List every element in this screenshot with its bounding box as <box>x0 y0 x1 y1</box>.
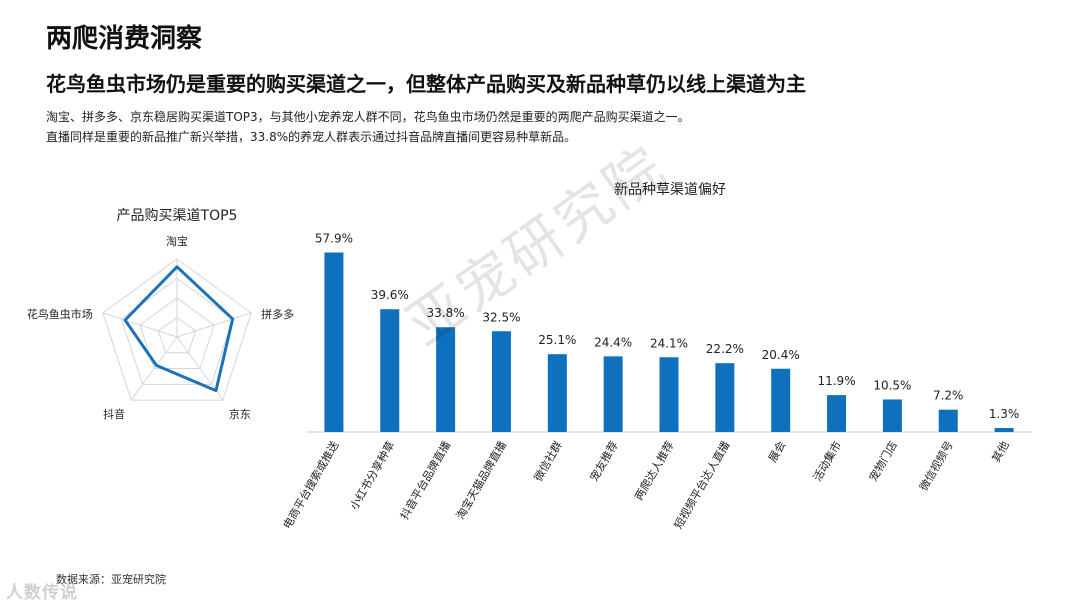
category-label: 宠物门店 <box>866 439 900 484</box>
data-label: 11.9% <box>817 374 855 388</box>
description-line-1: 淘宝、拼多多、京东稳居购买渠道TOP3，与其他小宠养宠人群不同，花鸟鱼虫市场仍然… <box>46 110 690 124</box>
category-label: 电商平台搜索或推送 <box>280 439 342 532</box>
bar <box>827 395 847 432</box>
data-label: 10.5% <box>873 378 911 392</box>
bar <box>994 427 1014 432</box>
radar-series-line <box>123 265 235 393</box>
radar-axis-line <box>102 312 178 338</box>
bar-chart-title: 新品种草渠道偏好 <box>614 182 726 198</box>
category-label: 微信社群 <box>531 439 565 484</box>
data-label: 32.5% <box>482 310 520 324</box>
data-label: 24.4% <box>594 335 632 349</box>
bar <box>491 331 511 432</box>
category-label: 抖音平台品牌直播 <box>397 438 453 521</box>
radar-axis-label: 拼多多 <box>261 307 294 321</box>
description-line-2: 直播同样是重要的新品推广新兴举措，33.8%的养宠人群表示通过抖音品牌直播间更容… <box>46 130 577 144</box>
radar-axis-label: 京东 <box>229 407 251 421</box>
data-label: 24.1% <box>650 336 688 350</box>
radar-axis-line <box>176 312 252 338</box>
page-subtitle: 花鸟鱼虫市场仍是重要的购买渠道之一，但整体产品购买及新品种草仍以线上渠道为主 <box>46 72 806 96</box>
page-title: 两爬消费洞察 <box>46 24 203 54</box>
bar <box>324 252 344 432</box>
bar <box>659 357 679 432</box>
radar-axis-label: 抖音 <box>103 407 125 421</box>
data-label: 33.8% <box>427 306 465 320</box>
category-label: 淘宝天猫品牌直播 <box>453 439 509 522</box>
bar <box>436 327 456 432</box>
bar <box>380 309 400 432</box>
category-label: 展会 <box>766 439 788 465</box>
category-label: 活动集市 <box>810 439 844 484</box>
data-source: 数据来源：亚宠研究院 <box>56 573 166 586</box>
bar <box>882 399 902 432</box>
radar-axis-label: 花鸟鱼虫市场 <box>27 307 93 321</box>
category-label: 小红书分享种草 <box>347 439 398 513</box>
radar-axis-label: 淘宝 <box>166 234 188 248</box>
data-label: 22.2% <box>706 342 744 356</box>
radar-grid-ring <box>102 258 252 401</box>
brand-logo: 人数传说 <box>6 583 78 603</box>
radar-axis-line <box>130 336 178 401</box>
radar-grid-ring <box>139 297 215 370</box>
data-label: 7.2% <box>933 389 964 403</box>
category-label: 宠友推荐 <box>587 439 621 484</box>
bar <box>715 363 735 432</box>
category-label: 其他 <box>989 439 1011 465</box>
radar-grid-ring <box>157 316 197 354</box>
radar-title: 产品购买渠道TOP5 <box>117 208 238 224</box>
category-label: 微信视频号 <box>916 439 956 494</box>
bar <box>603 356 623 432</box>
bar <box>938 409 958 432</box>
data-label: 57.9% <box>315 232 353 246</box>
bar <box>771 368 791 432</box>
data-label: 1.3% <box>989 407 1020 421</box>
data-label: 39.6% <box>371 288 409 302</box>
data-label: 20.4% <box>762 348 800 362</box>
category-label: 短视频平台达人直播 <box>671 439 733 532</box>
data-label: 25.1% <box>538 333 576 347</box>
bar <box>547 354 567 432</box>
category-label: 两爬达人推荐 <box>631 439 676 503</box>
